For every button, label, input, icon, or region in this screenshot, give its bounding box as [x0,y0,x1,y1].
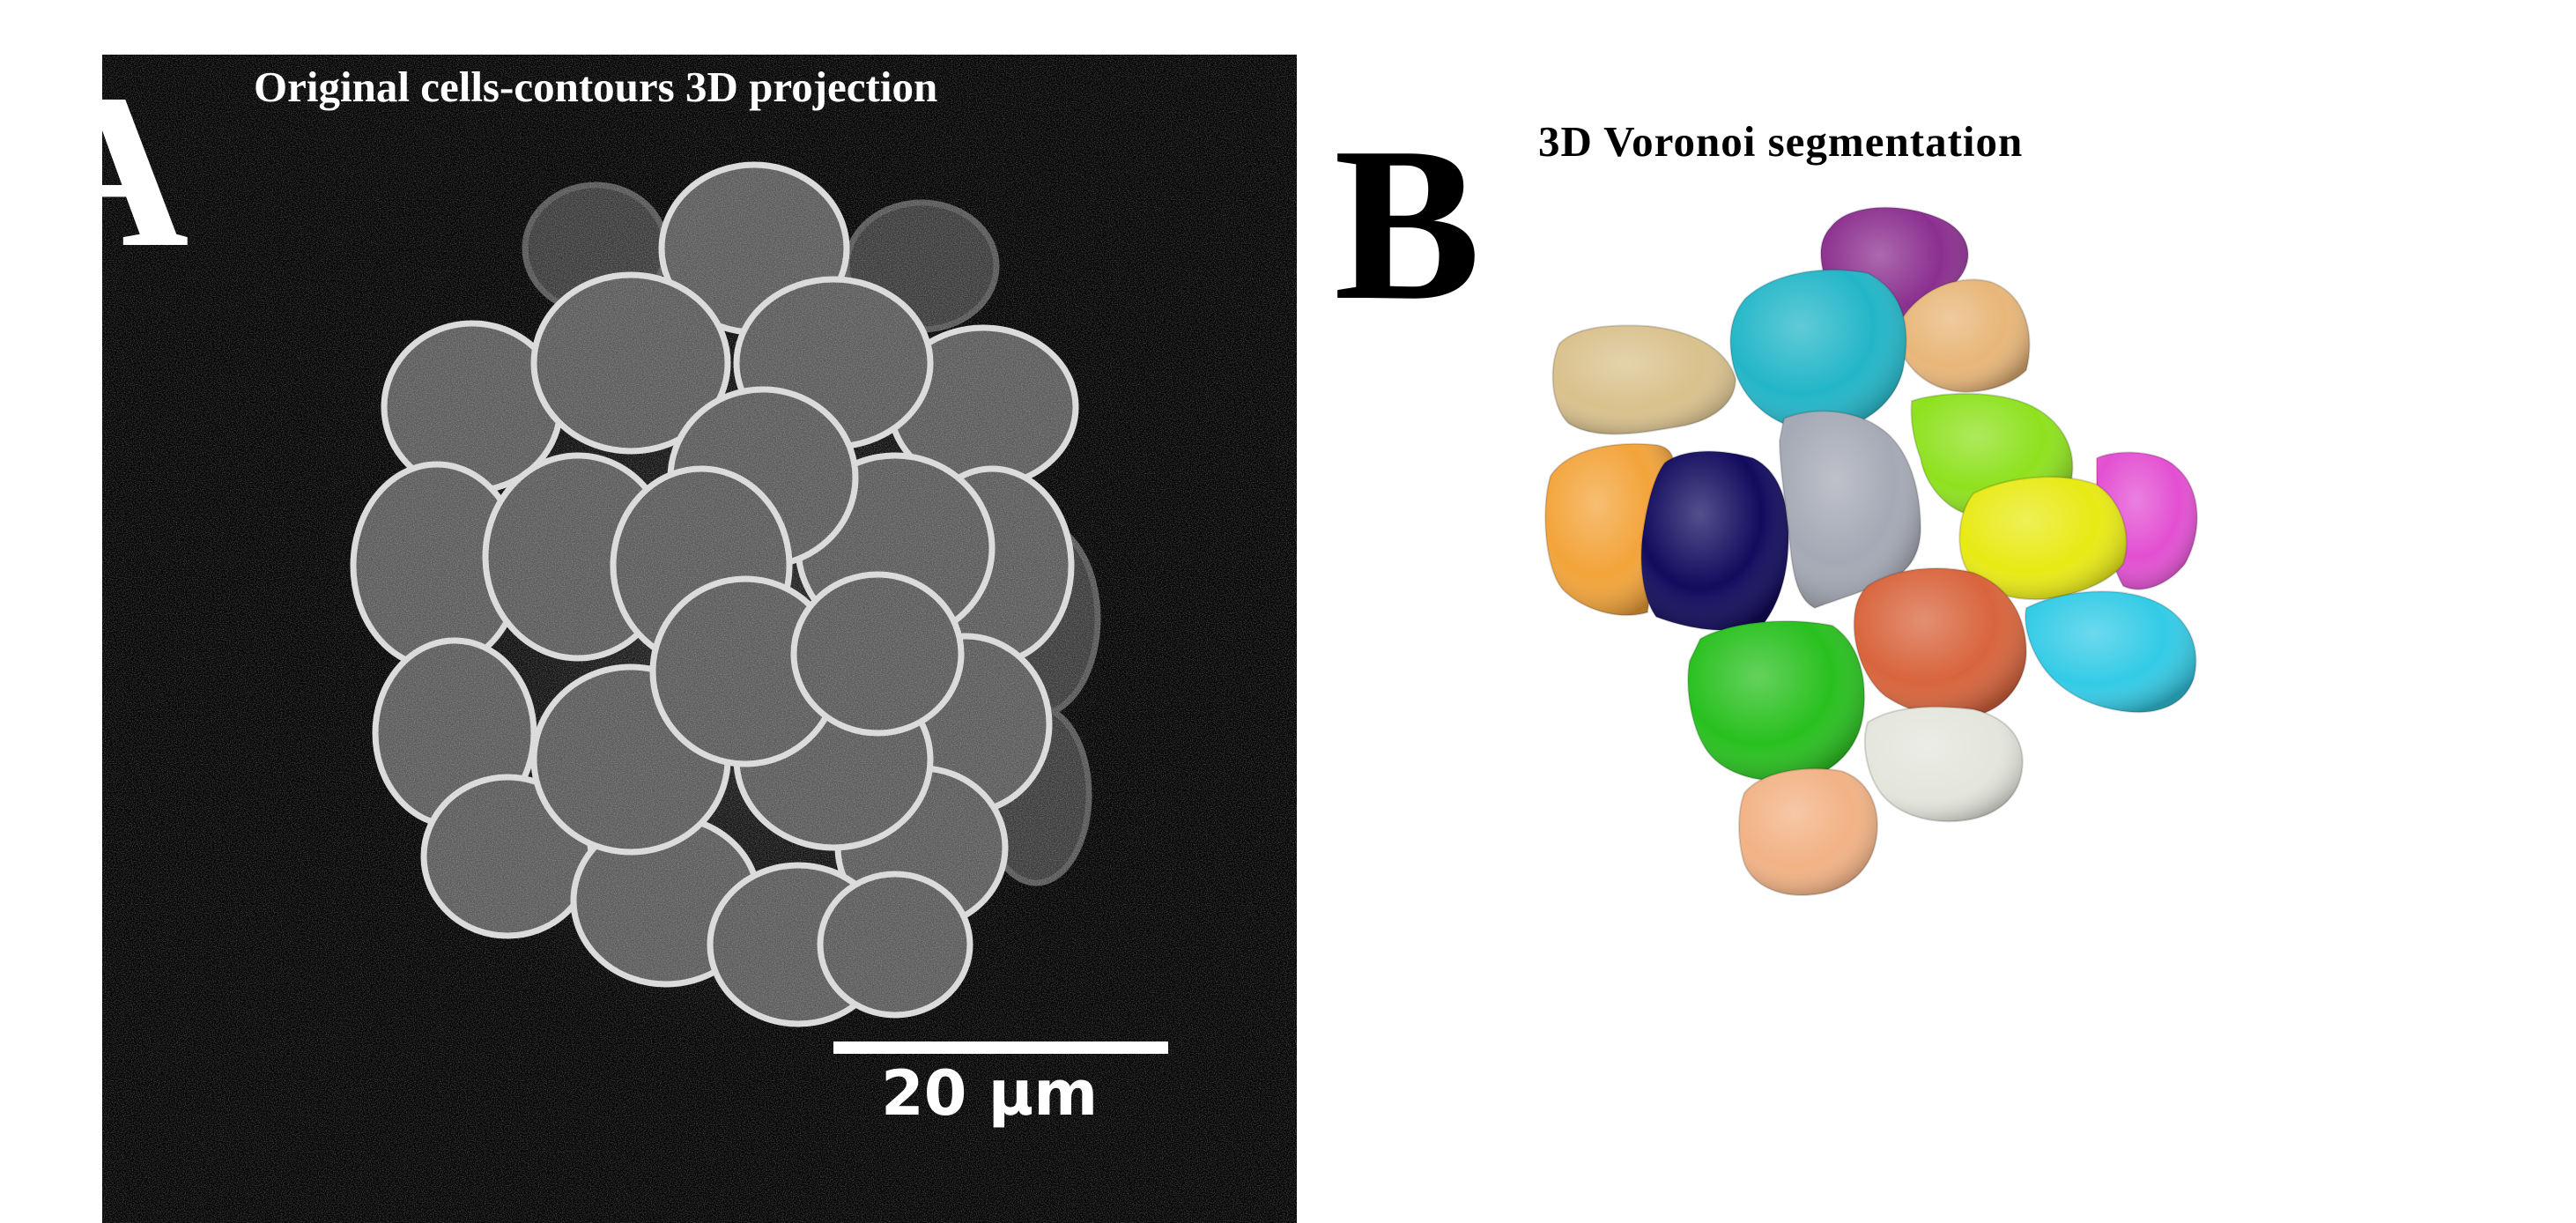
scale-bar-label: 20 µm [881,1057,1099,1130]
panel-b-title: 3D Voronoi segmentation [1538,117,2024,166]
cell-white-gray-shading [1864,707,2023,822]
cell-gray-shading [1780,411,1921,608]
cell-yellow-shading [1959,477,2127,600]
cell-light-cyan-shading [2025,591,2196,713]
cell-contours-projection [102,55,1297,1223]
cell-cyan-shading [1730,270,1906,432]
cell-rust-shading [1854,568,2026,717]
scale-bar [833,1041,1168,1054]
panel-b-label: B [1334,102,1481,346]
cell-tan-top-shading [1899,279,2030,392]
voronoi-segmentation-render [1544,206,2198,896]
cell-beige-shading [1552,325,1736,434]
microscopy-image-panel [102,55,1297,1223]
cell-navy-shading [1641,451,1788,631]
panel-a-label: A [30,49,189,293]
cell-green-shading [1688,621,1865,782]
cell-peach-shading [1739,768,1877,895]
segmented-cells [1544,206,2198,896]
panel-a-title: Original cells-contours 3D projection [254,63,938,111]
cell-orange-shading [1545,443,1674,616]
